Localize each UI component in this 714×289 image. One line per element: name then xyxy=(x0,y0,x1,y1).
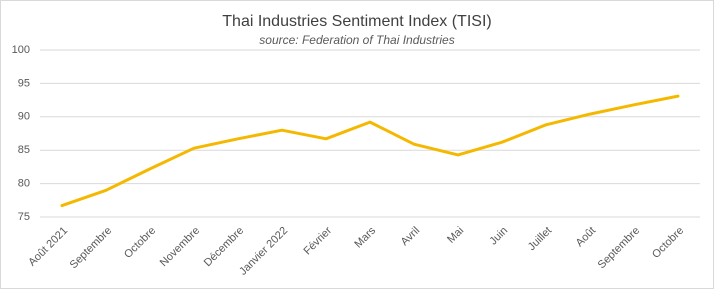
y-tick-label: 100 xyxy=(12,44,30,56)
chart-subtitle: source: Federation of Thai Industries xyxy=(259,33,454,47)
data-line xyxy=(60,94,680,208)
y-tick-label: 80 xyxy=(18,178,30,190)
chart-title: Thai Industries Sentiment Index (TISI) xyxy=(222,13,491,30)
y-tick-label: 85 xyxy=(18,144,30,156)
y-tick-label: 95 xyxy=(18,77,30,89)
y-tick-label: 75 xyxy=(18,211,30,223)
y-tick-label: 90 xyxy=(18,111,30,123)
